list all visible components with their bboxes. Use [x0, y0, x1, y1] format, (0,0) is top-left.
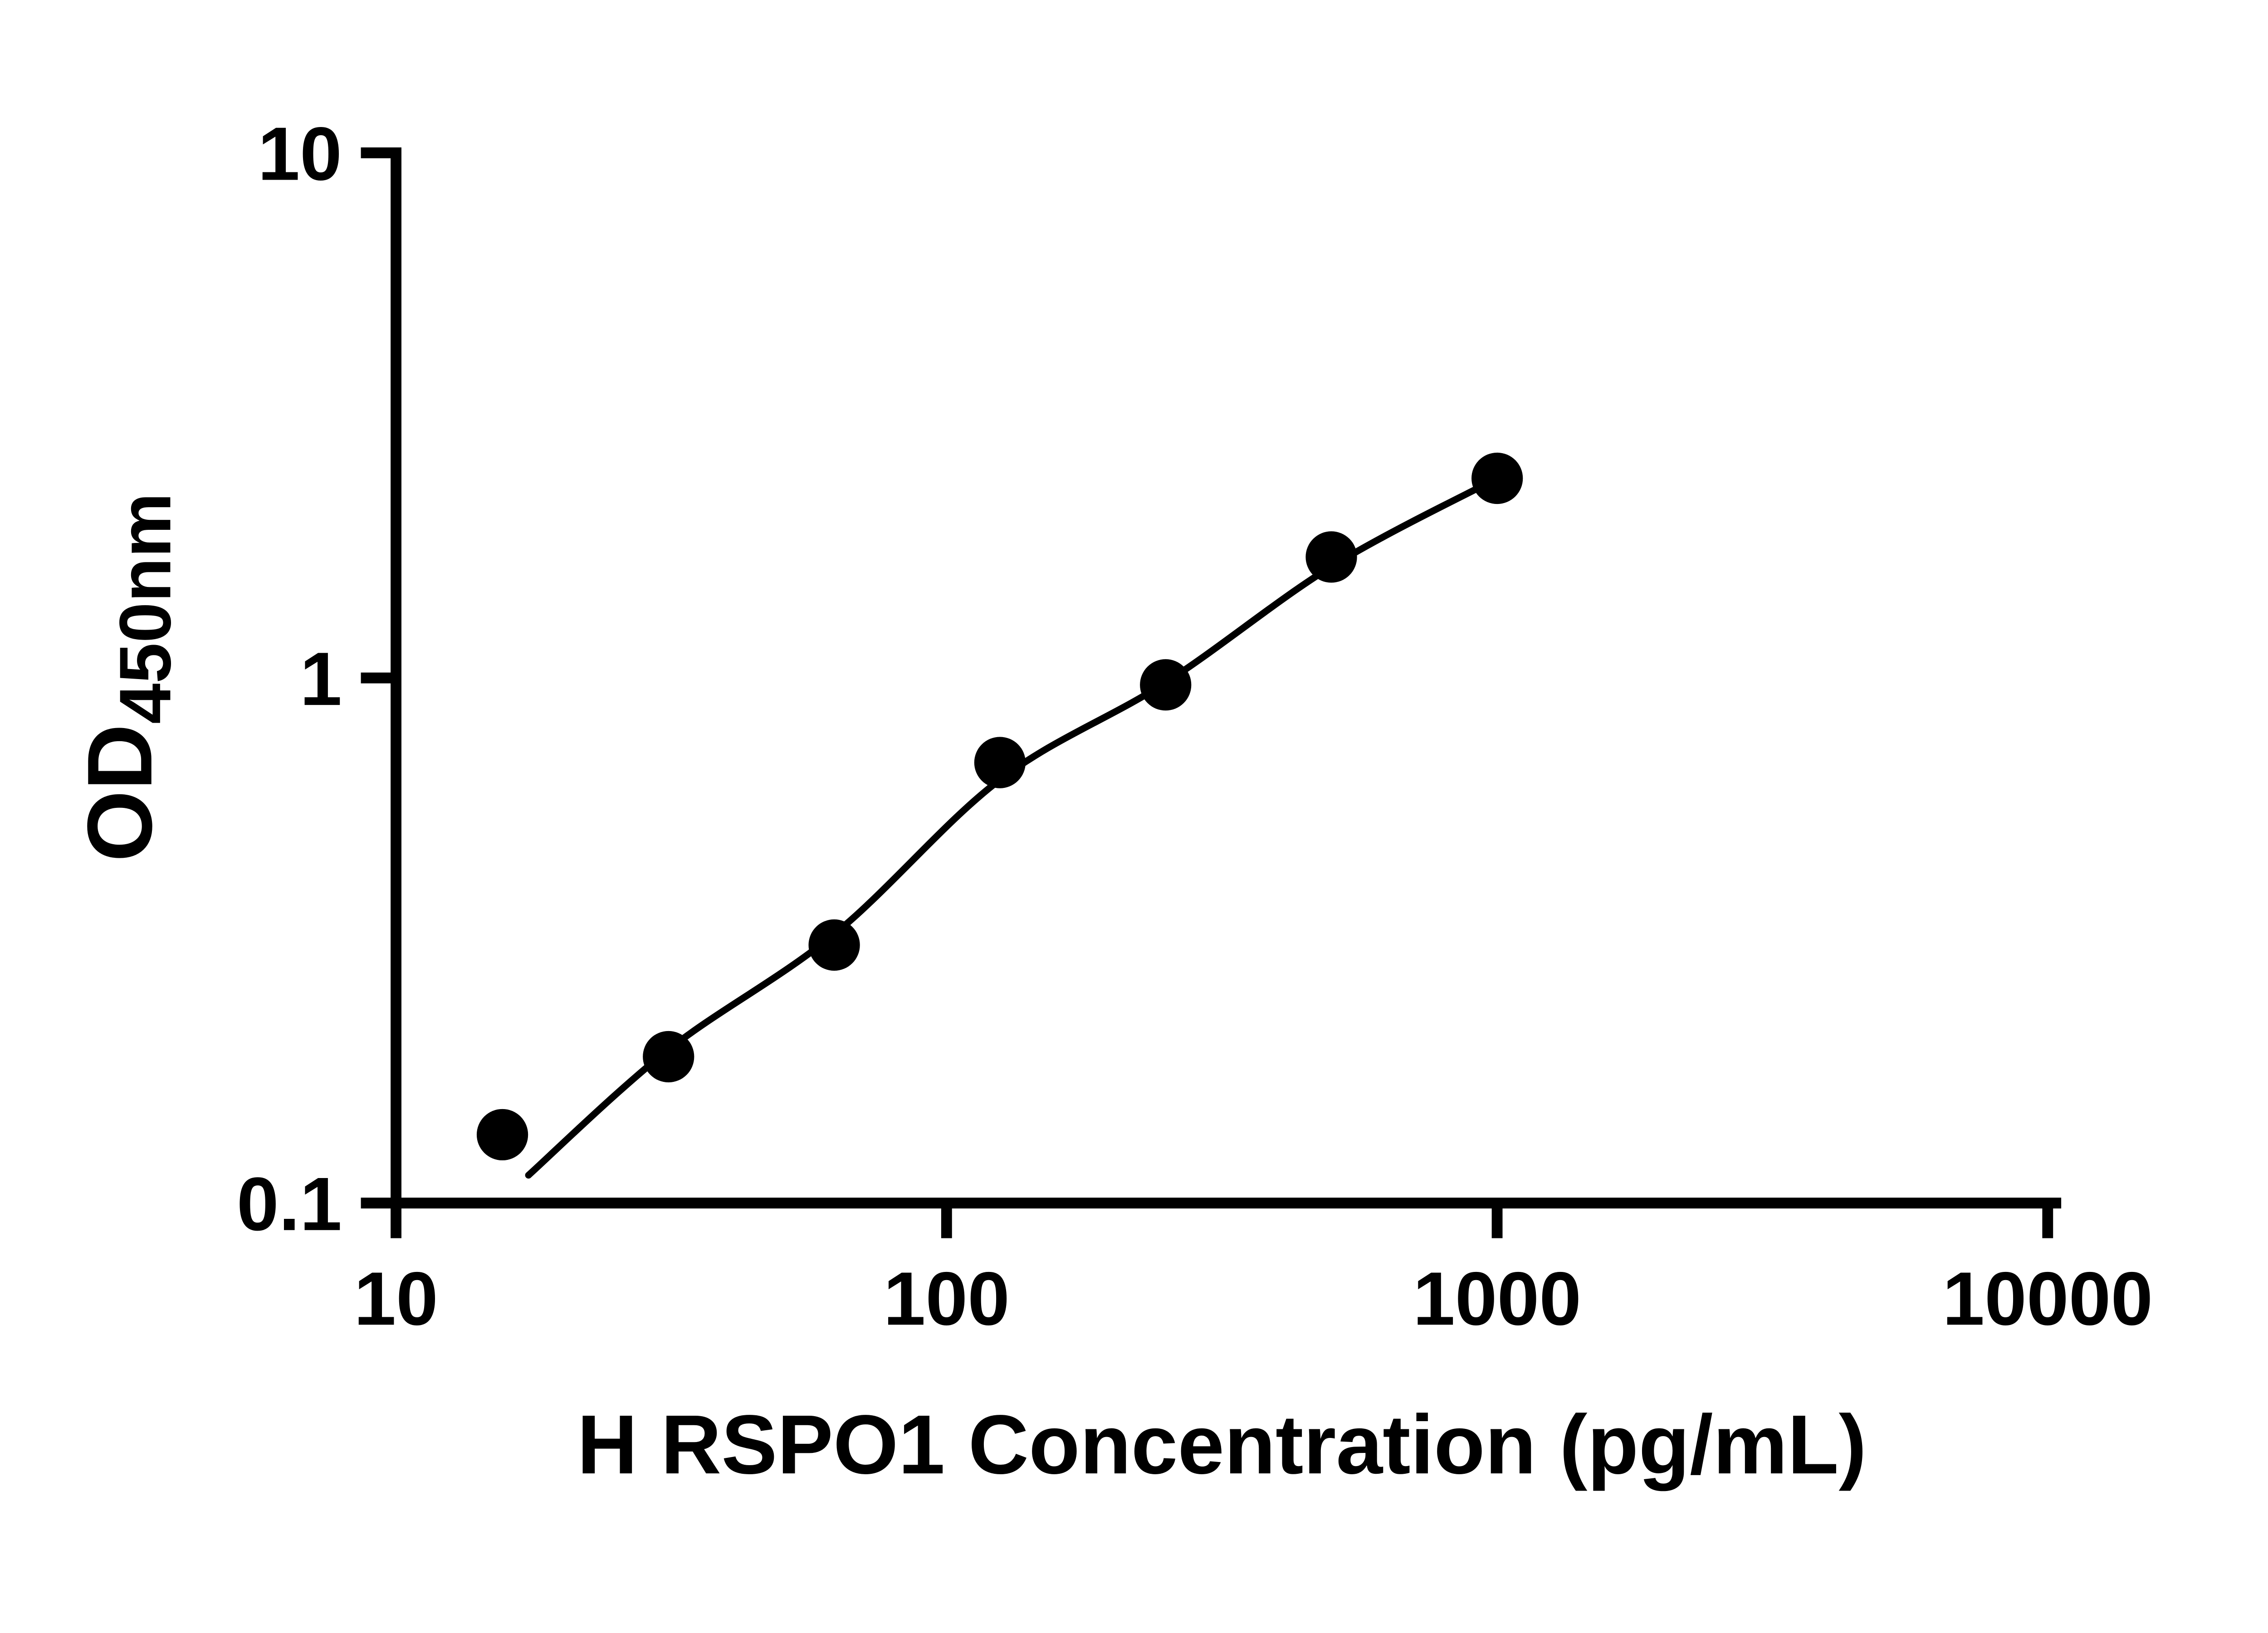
x-axis-tick-label: 1000 [1413, 1257, 1581, 1341]
y-axis-tick-label: 10 [258, 112, 342, 196]
data-point-marker [1305, 531, 1357, 583]
data-point-marker [476, 1109, 528, 1161]
data-point-marker [1140, 659, 1192, 711]
x-axis-tick-label: 10 [354, 1257, 438, 1341]
data-point-marker [974, 737, 1026, 788]
data-point-marker [1471, 452, 1523, 504]
x-axis-tick-label: 100 [884, 1257, 1010, 1341]
data-point-marker [643, 1031, 694, 1083]
chart-background [0, 5, 2268, 1628]
x-axis-title: H RSPO1 Concentration (pg/mL) [577, 1398, 1867, 1491]
y-axis-tick-label: 0.1 [237, 1162, 342, 1247]
y-axis-tick-label: 1 [300, 637, 342, 721]
y-axis-title-main: OD [68, 724, 171, 862]
y-axis-title-subscript: 450nm [104, 493, 186, 724]
data-point-marker [808, 919, 860, 971]
x-axis-tick-label: 10000 [1942, 1257, 2153, 1341]
y-axis-title: OD450nm [68, 493, 186, 862]
